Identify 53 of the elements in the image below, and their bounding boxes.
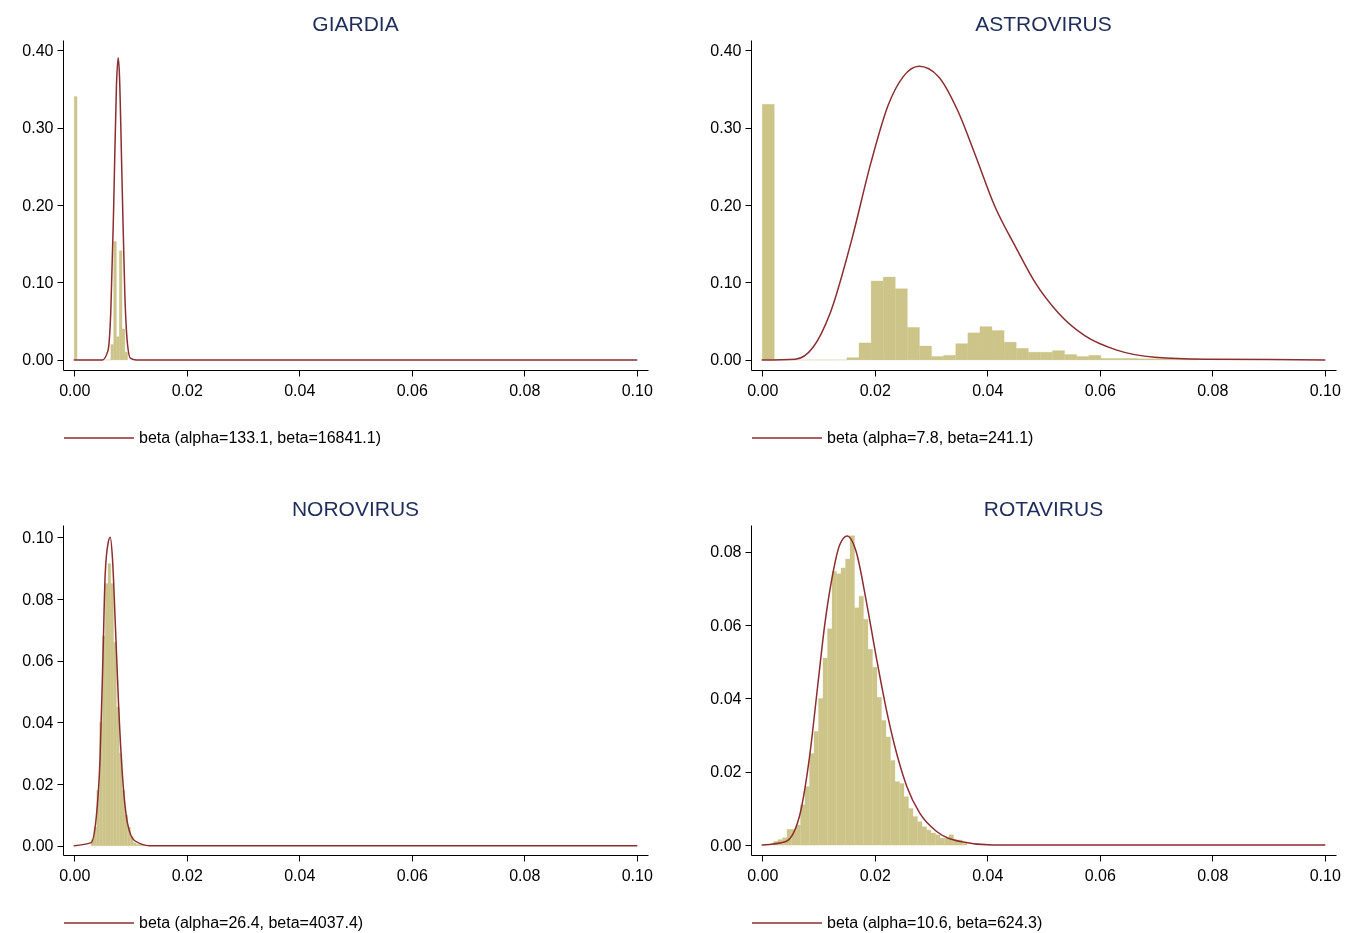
x-tick-label: 0.06 [396,381,428,399]
chart-title: ROTAVIRUS [983,497,1104,520]
y-tick-label: 0.06 [710,616,742,634]
y-tick-label: 0.00 [22,837,54,855]
x-tick-label: 0.00 [747,381,779,399]
x-tick-label: 0.10 [1309,381,1341,399]
legend-label: beta (alpha=26.4, beta=4037.4) [139,914,364,931]
x-tick-label: 0.02 [859,866,891,884]
y-tick-label: 0.02 [22,775,54,793]
x-tick-label: 0.08 [1197,381,1229,399]
x-tick-label: 0.00 [747,866,779,884]
x-tick-label: 0.04 [972,381,1004,399]
x-tick-label: 0.10 [1309,866,1341,884]
chart-title: ASTROVIRUS [975,12,1112,35]
legend-label: beta (alpha=133.1, beta=16841.1) [139,429,381,446]
x-tick-label: 0.10 [621,866,653,884]
y-tick-label: 0.10 [22,273,54,291]
x-tick-label: 0.06 [396,866,428,884]
y-tick-label: 0.00 [710,351,742,369]
y-tick-label: 0.00 [710,836,742,854]
x-tick-label: 0.08 [509,381,541,399]
y-tick-label: 0.00 [22,351,54,369]
x-tick-label: 0.04 [284,381,316,399]
x-tick-label: 0.04 [284,866,316,884]
x-tick-label: 0.10 [621,381,653,399]
x-tick-label: 0.02 [171,866,203,884]
y-tick-label: 0.08 [710,543,742,561]
y-tick-label: 0.06 [22,652,54,670]
x-tick-label: 0.04 [972,866,1004,884]
y-tick-label: 0.30 [22,119,54,137]
y-tick-label: 0.40 [22,41,54,59]
legend-label: beta (alpha=7.8, beta=241.1) [827,429,1034,446]
x-tick-label: 0.00 [59,381,91,399]
chart-title: NOROVIRUS [291,497,420,520]
x-tick-label: 0.06 [1084,381,1116,399]
x-tick-label: 0.02 [859,381,891,399]
y-tick-label: 0.04 [22,713,54,731]
chart-title: GIARDIA [312,12,399,35]
legend-label: beta (alpha=10.6, beta=624.3) [827,914,1043,931]
y-tick-label: 0.02 [710,763,742,781]
y-tick-label: 0.10 [710,273,742,291]
y-tick-label: 0.40 [710,41,742,59]
x-tick-label: 0.02 [171,381,203,399]
y-tick-label: 0.08 [22,590,54,608]
y-tick-label: 0.04 [710,689,742,707]
y-tick-label: 0.20 [22,196,54,214]
y-tick-label: 0.20 [710,196,742,214]
x-tick-label: 0.08 [1197,866,1229,884]
x-tick-label: 0.00 [59,866,91,884]
y-tick-label: 0.30 [710,119,742,137]
x-tick-label: 0.06 [1084,866,1116,884]
x-tick-label: 0.08 [509,866,541,884]
y-tick-label: 0.10 [22,528,54,546]
